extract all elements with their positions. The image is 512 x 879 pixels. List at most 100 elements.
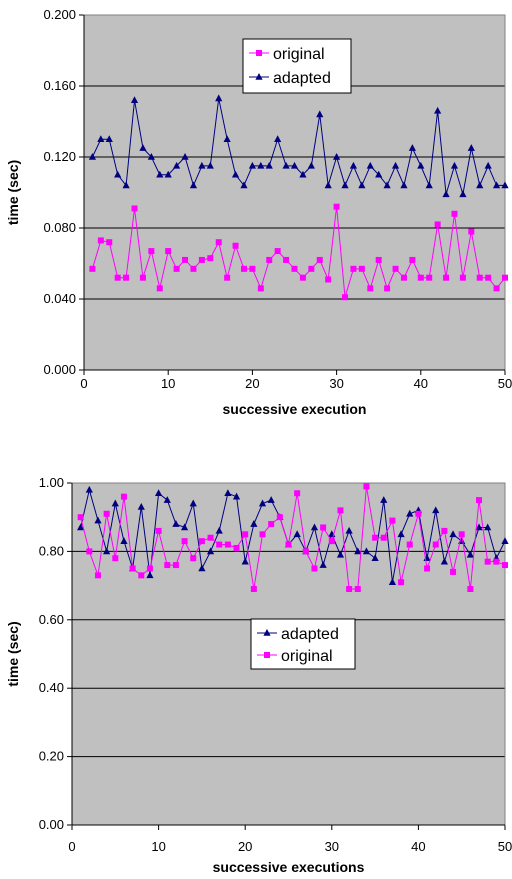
legend-label-adapted: adapted: [281, 626, 339, 643]
data-point-original: [493, 558, 500, 565]
data-point-original: [285, 541, 292, 548]
data-point-adapted: [501, 537, 509, 544]
x-tick-label: 50: [498, 839, 512, 854]
data-point-adapted: [105, 135, 113, 143]
data-point-adapted: [371, 554, 379, 562]
y-tick-label: 0.40: [39, 680, 64, 695]
data-point-adapted: [492, 181, 501, 189]
data-point-adapted: [341, 181, 349, 189]
data-point-adapted: [459, 190, 467, 198]
data-point-adapted: [380, 496, 388, 503]
data-point-original: [232, 242, 239, 249]
data-point-original: [443, 274, 450, 281]
data-point-adapted: [406, 509, 414, 517]
data-point-original: [198, 256, 205, 263]
data-point-adapted: [316, 110, 324, 118]
data-point-adapted: [248, 161, 256, 169]
data-point-original: [302, 548, 309, 555]
data-point-original: [233, 544, 240, 551]
data-point-adapted: [274, 135, 282, 143]
data-point-adapted: [358, 181, 366, 189]
data-point-original: [493, 285, 500, 292]
data-point-original: [432, 541, 439, 548]
data-point-original: [476, 274, 483, 281]
data-point-original: [311, 565, 318, 572]
data-point-adapted: [97, 135, 105, 143]
data-point-original: [502, 274, 508, 281]
data-point-adapted: [267, 496, 275, 503]
data-point-original: [97, 237, 104, 244]
data-point-adapted: [103, 547, 111, 555]
data-point-original: [459, 274, 466, 281]
data-point-original: [417, 274, 424, 281]
data-point-original: [467, 586, 474, 593]
data-point-original: [392, 265, 399, 272]
data-point-original: [342, 294, 349, 301]
series-adapted: [88, 94, 509, 198]
data-point-original: [346, 586, 353, 593]
y-axis-label: time (sec): [5, 621, 21, 686]
data-point-adapted: [354, 547, 362, 555]
data-point-original: [182, 256, 189, 263]
data-point-adapted: [180, 523, 189, 531]
x-axis-label: successive execution: [223, 401, 367, 417]
data-point-adapted: [215, 526, 223, 534]
data-point-adapted: [299, 170, 307, 178]
data-point-adapted: [164, 170, 172, 178]
data-point-adapted: [155, 489, 163, 497]
data-point-adapted: [383, 181, 391, 189]
data-point-original: [106, 239, 113, 246]
series-original: [89, 203, 508, 301]
data-point-adapted: [130, 96, 139, 103]
data-point-adapted: [156, 170, 164, 178]
data-point-adapted: [307, 161, 315, 169]
x-tick-label: 30: [325, 839, 339, 854]
data-point-adapted: [240, 181, 248, 189]
legend-marker-original: [256, 50, 262, 56]
data-point-adapted: [206, 547, 215, 555]
data-point-original: [325, 276, 332, 283]
data-point-adapted: [282, 161, 290, 169]
data-point-adapted: [215, 94, 223, 102]
data-point-original: [450, 568, 457, 575]
y-tick-label: 0.200: [43, 7, 76, 22]
data-point-adapted: [88, 153, 97, 160]
data-point-original: [274, 248, 281, 255]
data-point-original: [259, 531, 266, 538]
data-point-adapted: [181, 153, 189, 160]
series-original: [77, 483, 508, 593]
data-point-original: [294, 490, 301, 497]
x-tick-label: 40: [411, 839, 425, 854]
x-axis-label: successive executions: [213, 859, 365, 875]
y-tick-label: 0.040: [43, 291, 76, 306]
data-point-original: [451, 210, 458, 217]
data-point-adapted: [114, 170, 122, 178]
data-point-adapted: [146, 571, 154, 579]
data-point-original: [257, 285, 264, 292]
y-tick-label: 1.00: [39, 475, 64, 490]
data-point-original: [86, 548, 93, 555]
y-tick-label: 0.80: [39, 543, 64, 558]
data-point-original: [215, 239, 222, 246]
data-point-original: [242, 531, 249, 538]
data-point-adapted: [388, 578, 397, 585]
data-point-adapted: [484, 523, 492, 531]
data-point-adapted: [375, 170, 383, 178]
data-point-original: [207, 534, 214, 541]
data-point-adapted: [231, 170, 240, 178]
data-point-original: [400, 274, 407, 281]
data-point-original: [354, 586, 361, 593]
data-point-original: [276, 514, 283, 521]
data-point-adapted: [139, 144, 147, 151]
data-point-original: [291, 265, 298, 272]
data-point-adapted: [324, 181, 332, 189]
data-point-original: [283, 256, 290, 263]
data-point-adapted: [189, 181, 198, 189]
data-point-original: [146, 565, 153, 572]
data-point-original: [216, 541, 223, 548]
data-point-adapted: [349, 161, 358, 169]
data-point-original: [358, 265, 365, 272]
y-tick-label: 0.20: [39, 749, 64, 764]
data-point-original: [502, 562, 508, 569]
